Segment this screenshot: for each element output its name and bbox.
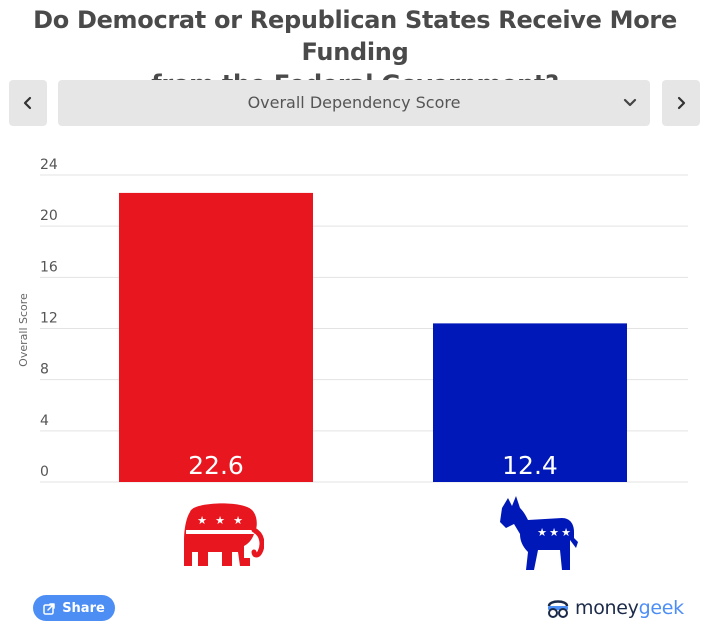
svg-text:★: ★ xyxy=(561,526,571,539)
brand-name: moneygeek xyxy=(575,597,684,619)
moneygeek-logo-icon xyxy=(547,600,569,618)
svg-text:★: ★ xyxy=(537,526,547,539)
chevron-right-icon xyxy=(677,96,686,110)
y-axis-label: Overall Score xyxy=(17,293,30,367)
brand-name-part-2: geek xyxy=(638,597,685,619)
chart-bars: 22.6 12.4 xyxy=(119,192,627,482)
y-tick-label: 24 xyxy=(40,157,58,173)
y-tick-label: 16 xyxy=(40,259,58,275)
elephant-icon: ★ ★ ★ xyxy=(184,503,264,566)
brand-name-part-1: money xyxy=(575,597,639,619)
y-tick-label: 12 xyxy=(40,311,58,327)
svg-text:★: ★ xyxy=(233,514,243,527)
y-tick-label: 0 xyxy=(40,464,49,480)
y-axis-ticks: 0 4 8 12 16 20 24 xyxy=(40,157,58,480)
y-tick-label: 8 xyxy=(40,362,49,378)
chart-title-line-1: Do Democrat or Republican States Receive… xyxy=(33,6,677,66)
moneygeek-brand: moneygeek xyxy=(546,594,684,622)
share-icon xyxy=(43,602,55,615)
svg-text:★: ★ xyxy=(197,514,207,527)
bar-value-label: 22.6 xyxy=(188,451,244,480)
chevron-down-icon xyxy=(623,98,637,107)
y-tick-label: 4 xyxy=(40,413,49,429)
bar-republican xyxy=(119,192,313,482)
bar-democrat xyxy=(433,323,627,482)
share-button-label: Share xyxy=(62,600,105,616)
bar-value-label: 12.4 xyxy=(502,451,558,480)
donkey-icon: ★ ★ ★ xyxy=(500,496,578,570)
svg-text:★: ★ xyxy=(215,514,225,527)
y-tick-label: 20 xyxy=(40,208,58,224)
previous-chart-button[interactable] xyxy=(9,80,47,126)
next-chart-button[interactable] xyxy=(662,80,700,126)
metric-dropdown[interactable]: Overall Dependency Score xyxy=(58,80,650,126)
bar-chart: 0 4 8 12 16 20 24 Overall Score 22.6 12.4 xyxy=(17,157,688,483)
svg-text:★: ★ xyxy=(549,526,559,539)
metric-dropdown-selected: Overall Dependency Score xyxy=(247,93,461,112)
chevron-left-icon xyxy=(23,96,32,110)
share-button[interactable]: Share xyxy=(33,595,115,621)
